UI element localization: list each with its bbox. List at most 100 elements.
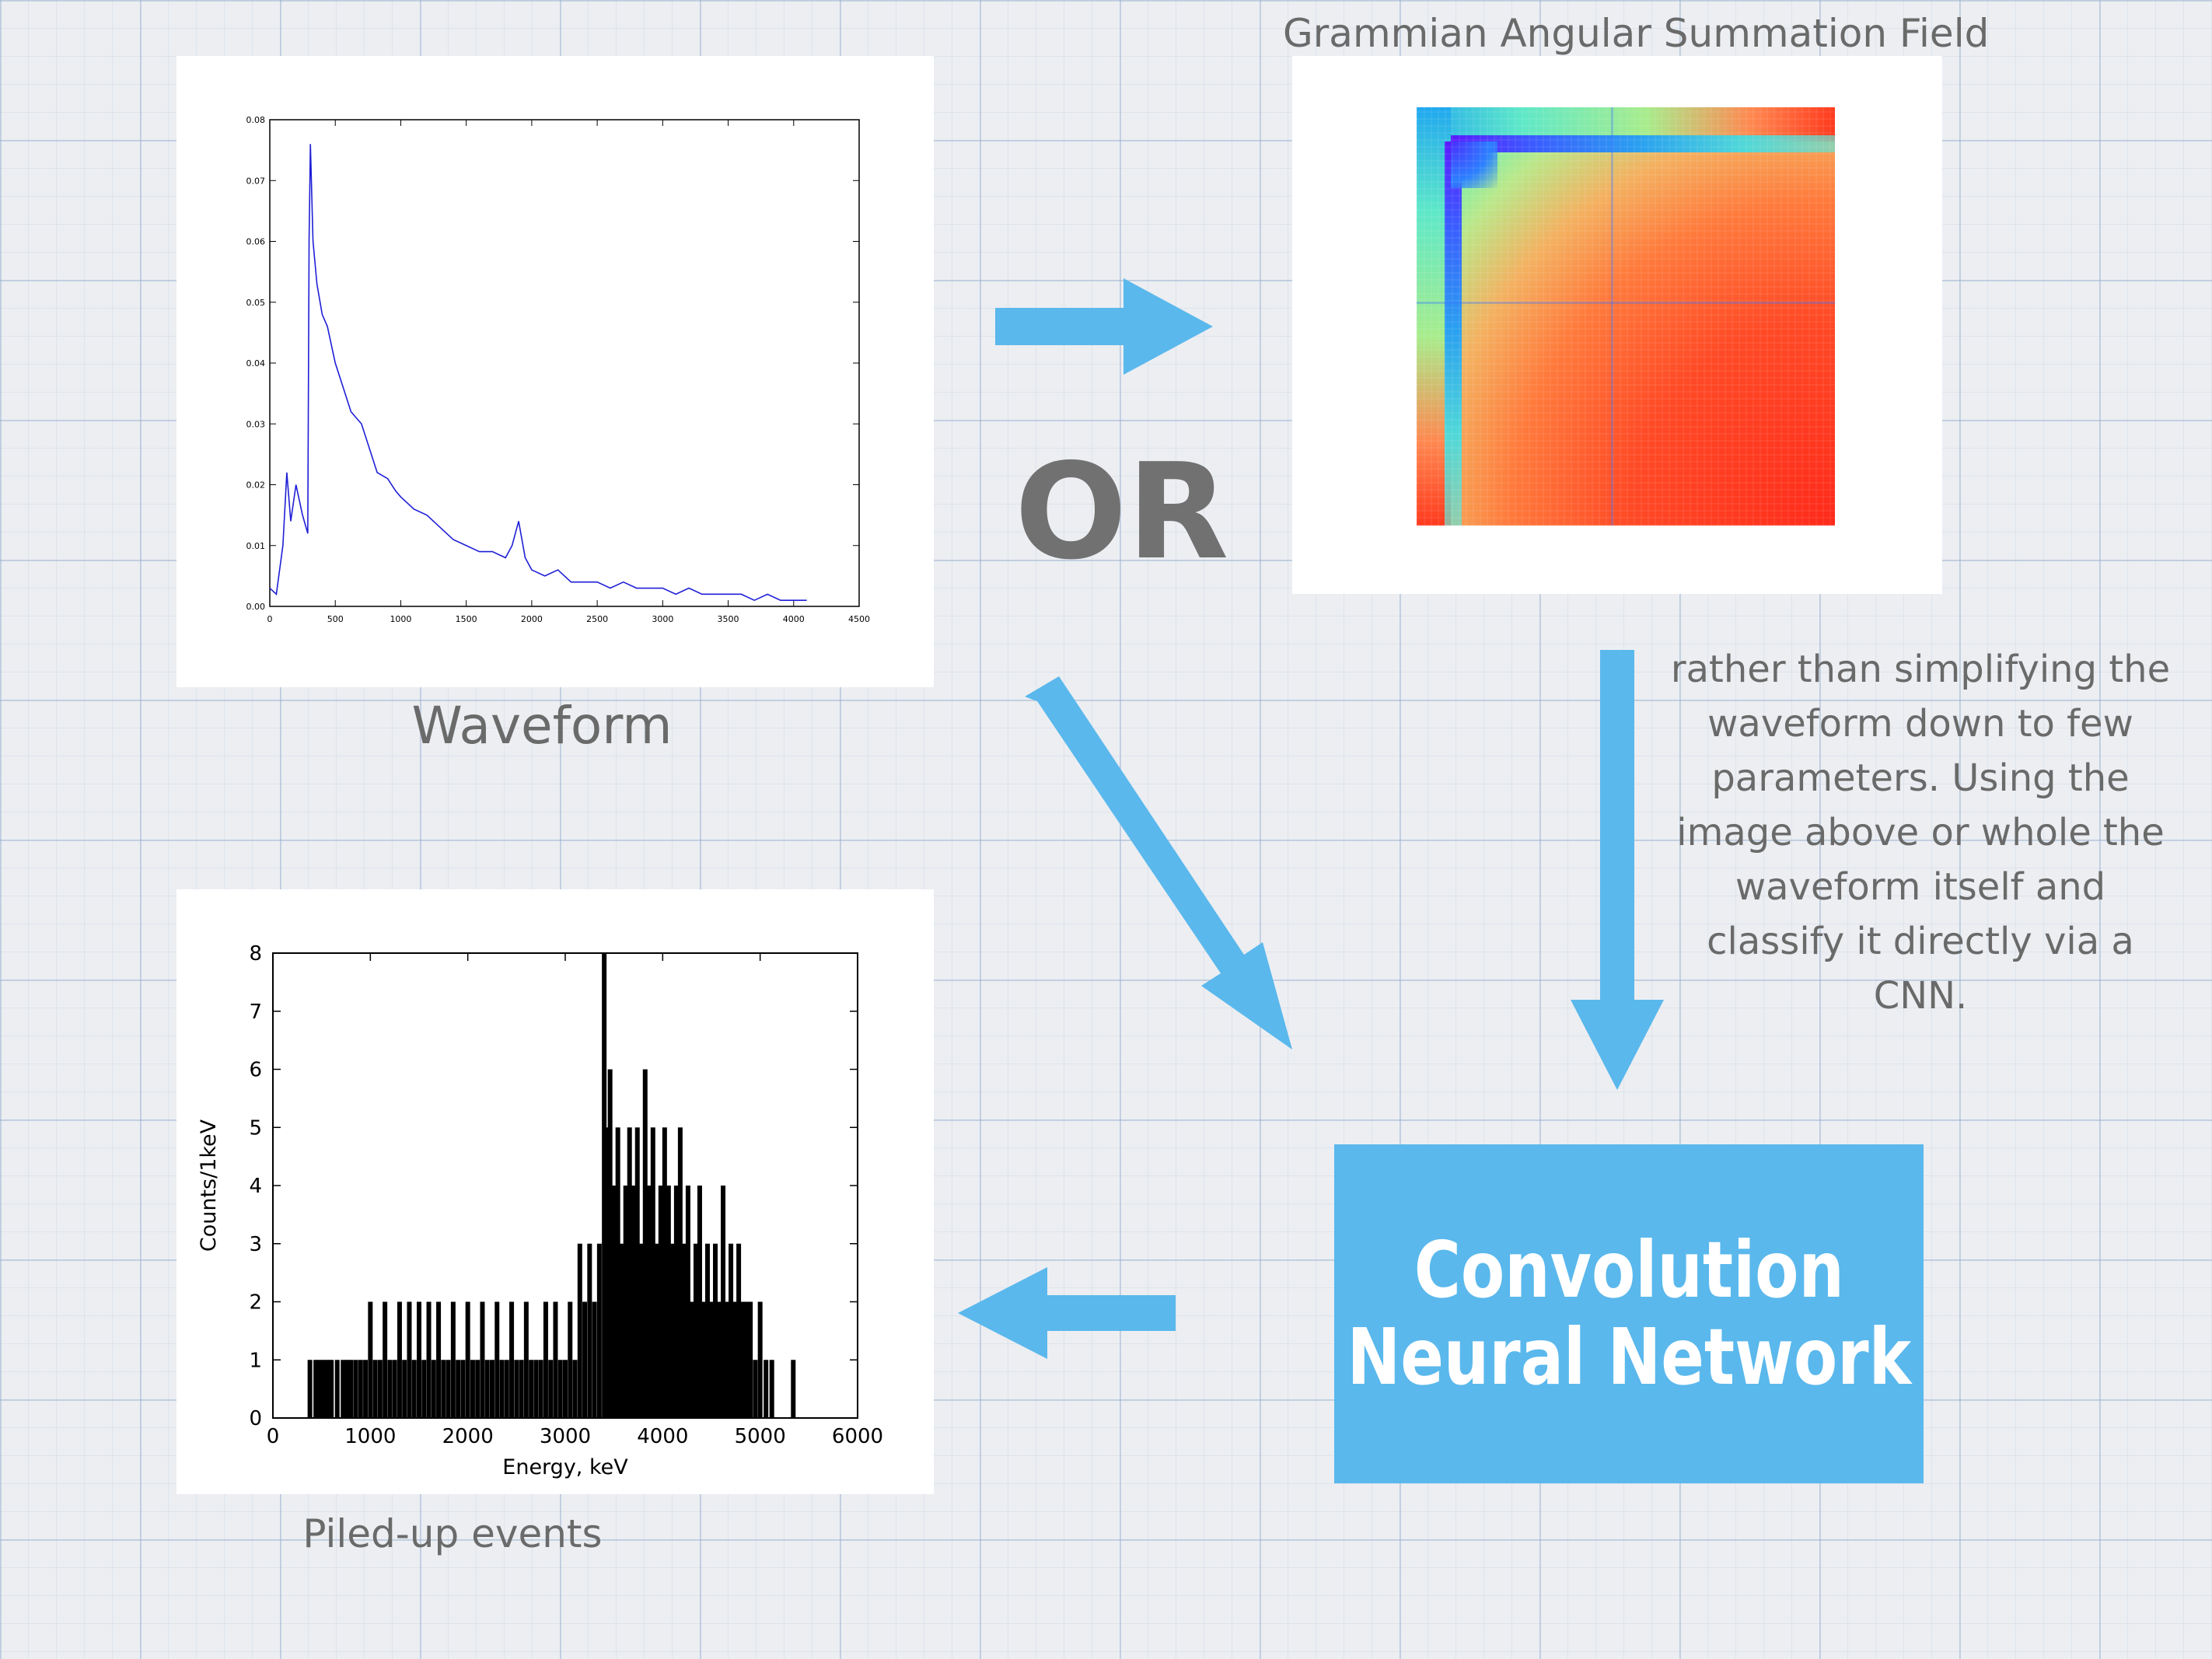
- y-axis-label: Counts/1keV: [197, 1119, 221, 1252]
- histogram-bar: [392, 1360, 397, 1418]
- x-tick-label: 0: [267, 614, 273, 624]
- x-tick-label: 3000: [540, 1425, 591, 1448]
- heatmap-image: [1417, 107, 1835, 526]
- x-tick-label: 1500: [456, 614, 477, 624]
- histogram-bar: [490, 1360, 494, 1418]
- cnn-label-line2: Neural Network: [1347, 1311, 1911, 1402]
- histogram-bar: [568, 1301, 573, 1418]
- cnn-box: Convolution Neural Network: [1334, 1144, 1924, 1483]
- histogram-bar: [563, 1360, 568, 1418]
- histogram-bar: [533, 1360, 539, 1418]
- gasf-heatmap: [1417, 107, 1835, 526]
- histogram-bar: [557, 1360, 563, 1418]
- y-tick-label: 0: [249, 1407, 262, 1430]
- histogram-bar: [619, 1243, 624, 1418]
- x-tick-label: 3500: [718, 614, 739, 624]
- y-tick-label: 0.02: [246, 480, 266, 491]
- histogram-bar: [748, 1301, 753, 1418]
- histogram-bar: [740, 1301, 746, 1418]
- histogram-bar: [666, 1186, 671, 1418]
- or-label: OR: [1015, 435, 1229, 589]
- histogram-bar: [736, 1243, 742, 1418]
- histogram-bar: [725, 1301, 730, 1418]
- histogram-bar: [407, 1301, 412, 1418]
- histogram-bar: [509, 1301, 515, 1418]
- histogram-bar: [321, 1360, 327, 1418]
- histogram-bar: [307, 1360, 313, 1418]
- histogram-bar: [607, 1069, 613, 1418]
- histogram-bar: [572, 1360, 578, 1418]
- x-tick-label: 5000: [735, 1425, 786, 1448]
- histogram-bar: [721, 1186, 726, 1418]
- arrow-down-icon: [1571, 650, 1664, 1090]
- histogram-bar: [634, 1127, 640, 1418]
- pileup-caption: Piled-up events: [302, 1511, 603, 1556]
- y-tick-label: 6: [249, 1059, 262, 1082]
- histogram-bar: [753, 1360, 758, 1418]
- arrow-right-icon: [995, 278, 1213, 375]
- histogram-bar: [504, 1360, 509, 1418]
- histogram-bar: [450, 1301, 456, 1418]
- histogram-bar: [387, 1360, 393, 1418]
- x-tick-label: 3000: [652, 614, 673, 624]
- histogram-bar: [341, 1360, 346, 1418]
- histogram-bar: [377, 1360, 383, 1418]
- y-tick-label: 0.04: [246, 358, 266, 368]
- histogram-bar: [631, 1186, 636, 1418]
- histogram-bar: [529, 1360, 534, 1418]
- histogram-bar: [372, 1360, 378, 1418]
- x-tick-label: 1000: [390, 614, 411, 624]
- histogram-bar: [623, 1186, 628, 1418]
- histogram-bar: [436, 1301, 442, 1418]
- histogram-bar: [317, 1360, 323, 1418]
- histogram-bar: [642, 1069, 648, 1418]
- histogram-bar: [441, 1360, 446, 1418]
- histogram-bar: [638, 1243, 644, 1418]
- histogram-bar: [658, 1186, 663, 1418]
- histogram-bar: [757, 1301, 763, 1418]
- histogram-bar: [475, 1360, 480, 1418]
- histogram-bar: [329, 1360, 334, 1418]
- x-tick-label: 2000: [442, 1425, 494, 1448]
- histogram-bar: [704, 1243, 710, 1418]
- histogram-bar: [673, 1186, 679, 1418]
- gasf-panel: [1292, 56, 1942, 594]
- y-tick-label: 0.00: [246, 602, 266, 612]
- histogram-bar: [729, 1243, 734, 1418]
- y-tick-label: 2: [249, 1291, 262, 1315]
- y-tick-label: 8: [249, 942, 262, 966]
- arrow-left-icon: [958, 1267, 1176, 1359]
- arrow-diagonal-icon: [1025, 676, 1292, 1050]
- histogram-bar: [465, 1301, 470, 1418]
- x-axis-label: Energy, keV: [502, 1455, 628, 1479]
- histogram-bar: [697, 1186, 702, 1418]
- y-tick-label: 3: [249, 1233, 262, 1256]
- histogram-bar: [677, 1127, 683, 1418]
- histogram-bar: [669, 1243, 675, 1418]
- histogram-bar: [717, 1301, 722, 1418]
- y-tick-label: 1: [249, 1349, 262, 1372]
- histogram-bar: [543, 1301, 548, 1418]
- histogram-bar: [709, 1301, 714, 1418]
- histogram-bar: [646, 1186, 652, 1418]
- histogram-bar: [514, 1360, 519, 1418]
- note-text: rather than simplifying the waveform dow…: [1670, 648, 2171, 1018]
- y-tick-label: 5: [249, 1116, 262, 1140]
- histogram-bar: [334, 1360, 340, 1418]
- histogram-bar: [494, 1301, 500, 1418]
- y-tick-label: 0.07: [246, 176, 266, 186]
- histogram-bar: [397, 1301, 402, 1418]
- x-tick-label: 0: [267, 1425, 280, 1448]
- y-tick-label: 0.08: [246, 115, 266, 125]
- histogram-bar: [592, 1301, 597, 1418]
- histogram-bar: [431, 1360, 436, 1418]
- histogram-bar: [693, 1243, 698, 1418]
- histogram-bar: [383, 1301, 388, 1418]
- histogram-bar: [421, 1360, 427, 1418]
- histogram-bar: [538, 1360, 543, 1418]
- histogram-bar: [344, 1360, 350, 1418]
- histogram-bar: [353, 1360, 358, 1418]
- histogram-bar: [769, 1360, 774, 1418]
- y-tick-label: 0.06: [246, 237, 266, 247]
- histogram-bar: [460, 1360, 466, 1418]
